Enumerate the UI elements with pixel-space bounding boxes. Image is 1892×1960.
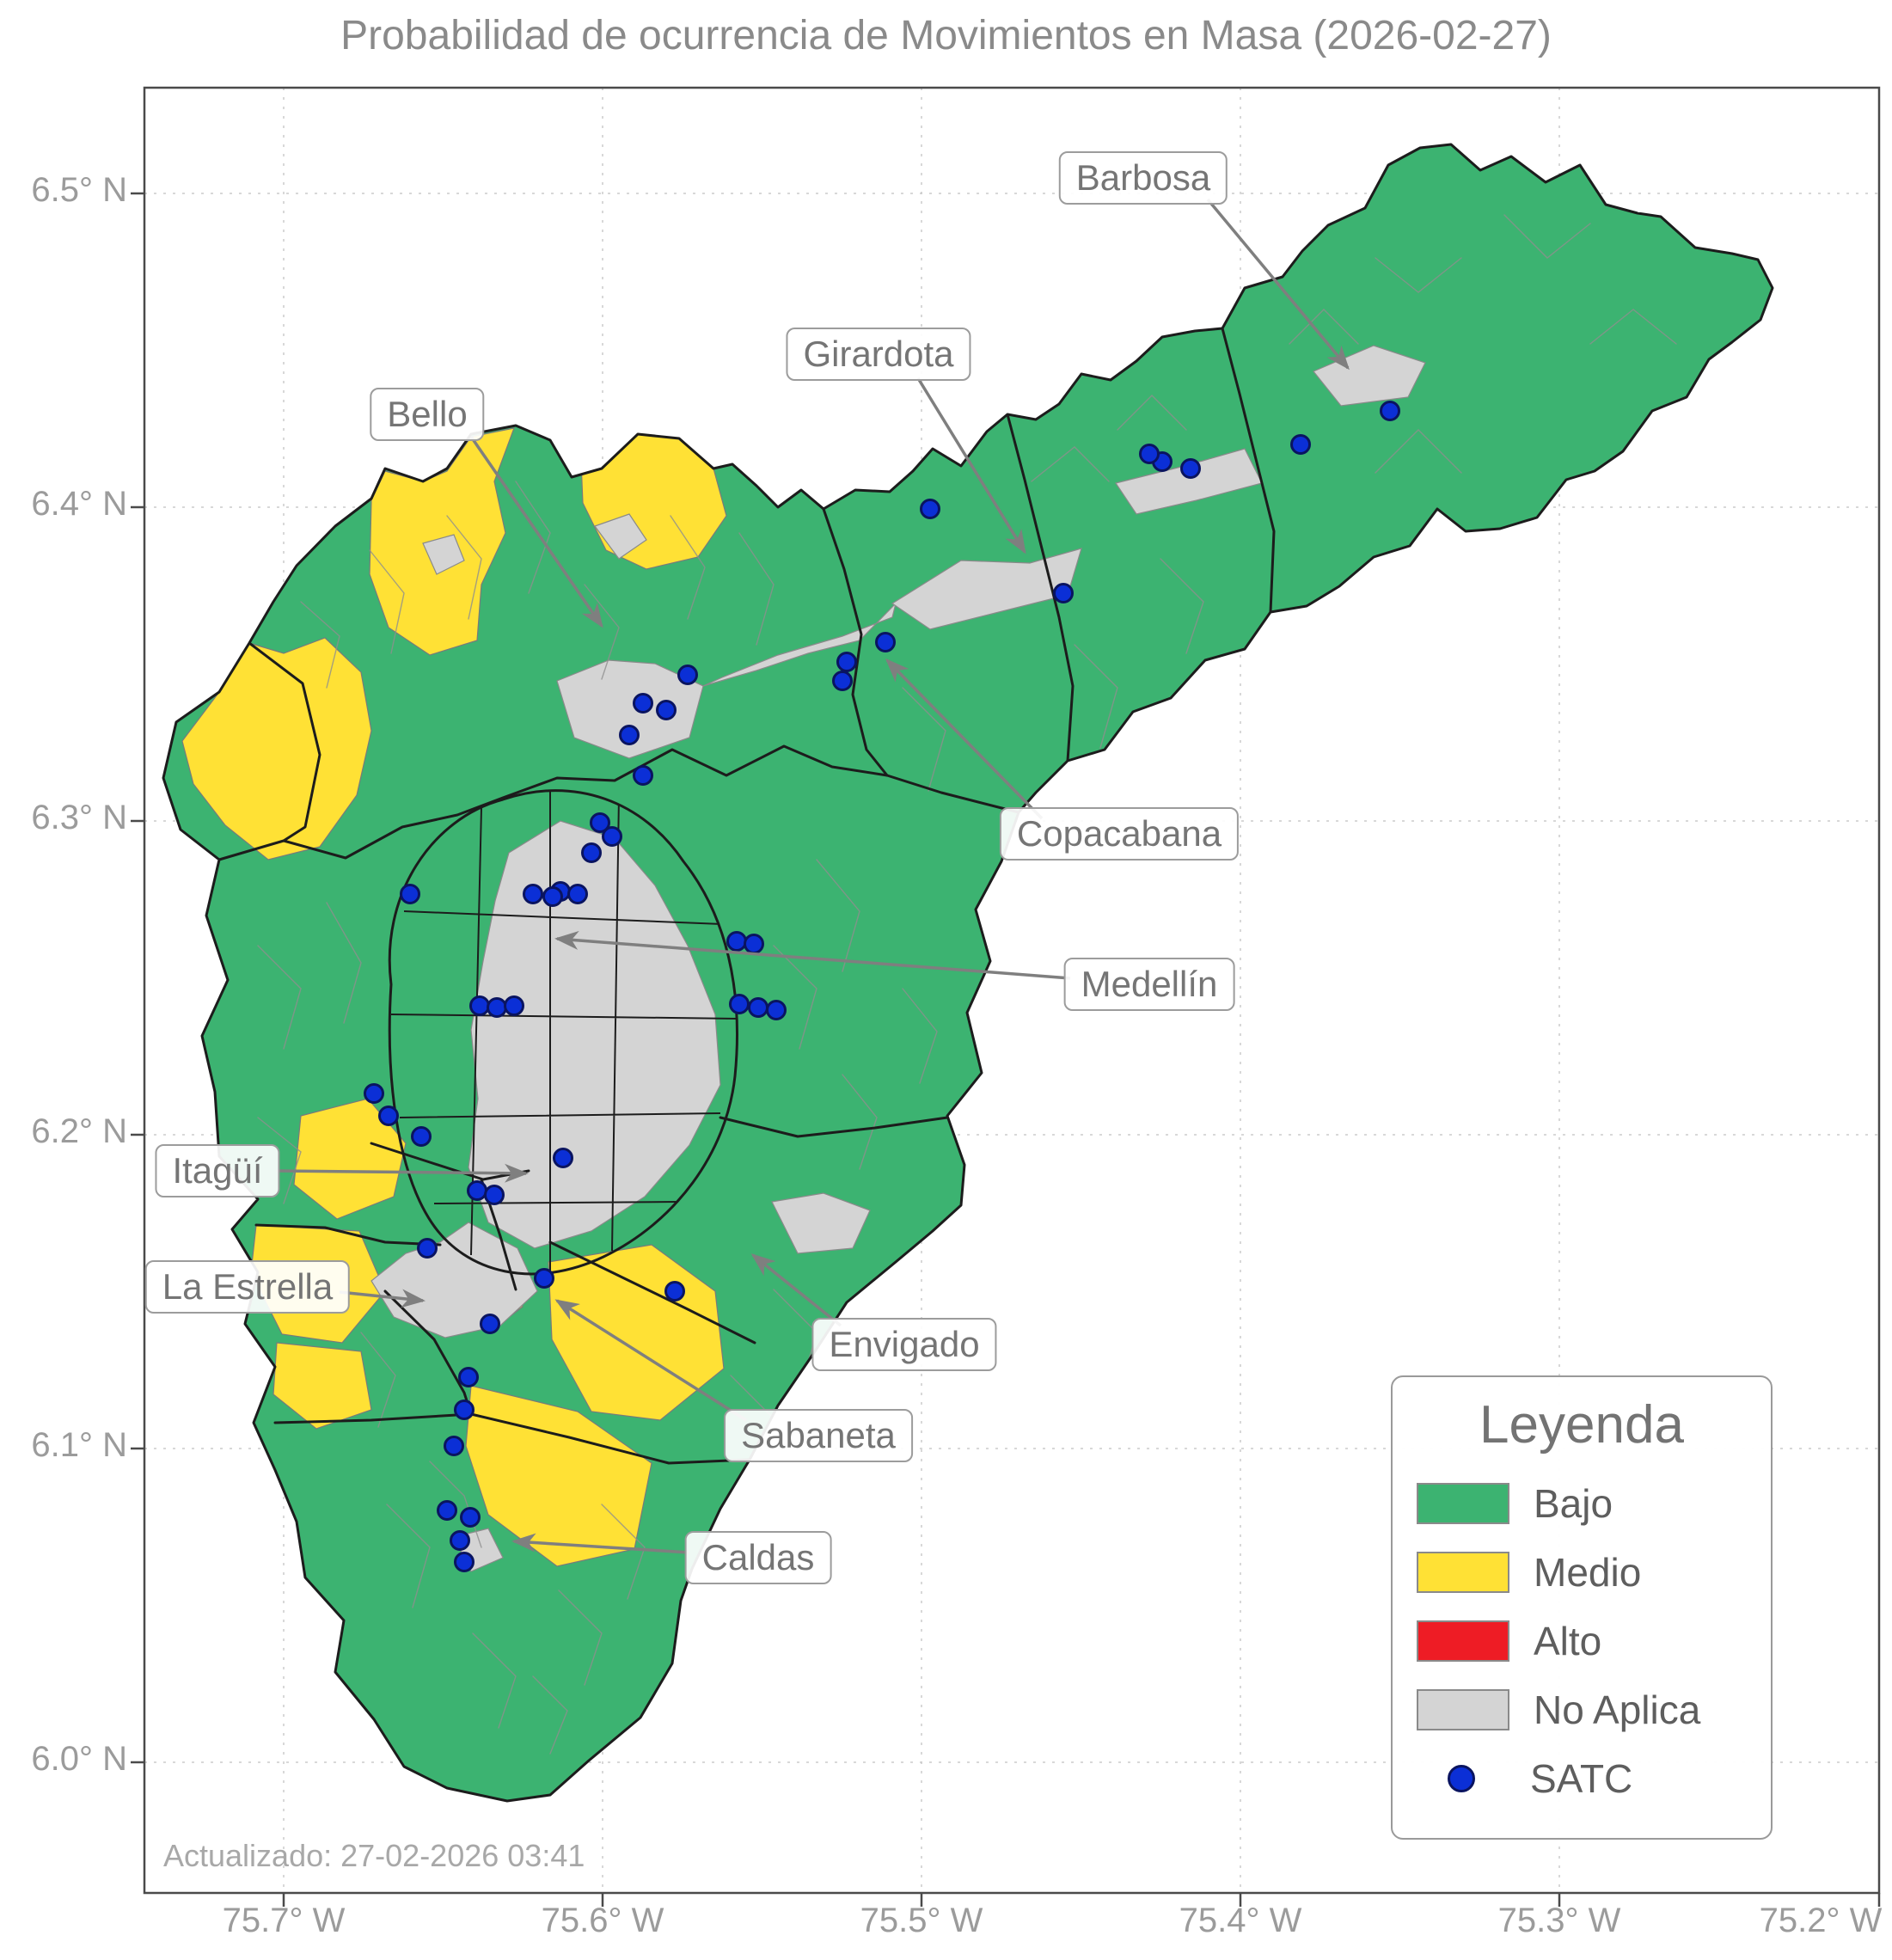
satc-station-dot [553, 1148, 573, 1168]
figure-title: Probabilidad de ocurrencia de Movimiento… [340, 13, 1552, 58]
satc-station-dot [920, 499, 940, 519]
annotation-arrow-girardota [916, 377, 1026, 554]
lon-tick-label: 75.5° W [860, 1902, 983, 1939]
satc-station-dot [633, 693, 653, 714]
satc-station-dot [567, 884, 588, 904]
satc-station-dot [726, 931, 747, 952]
satc-station-dot [832, 671, 853, 691]
legend-swatch-alto [1417, 1620, 1509, 1662]
legend-item-no-aplica: No Aplica [1417, 1675, 1747, 1744]
plot-border [143, 86, 1881, 1895]
annotation-arrow-bello [469, 436, 603, 628]
annotation-arrow-caldas [511, 1533, 690, 1554]
satc-station-dot [417, 1238, 438, 1259]
satc-station-dot [364, 1083, 384, 1104]
annotation-arrows [276, 198, 1350, 1554]
satc-station-dot [875, 632, 896, 652]
lon-tick-label: 75.2° W [1759, 1902, 1883, 1939]
satc-station-dot [766, 1000, 787, 1020]
region-patches-no-aplica [370, 345, 1426, 1572]
satc-station-dot [534, 1268, 554, 1289]
annotation-arrow-copacabana [885, 658, 1044, 820]
annotation-arrow-envigado [750, 1253, 842, 1327]
satc-station-dot [1180, 458, 1201, 479]
legend-swatch-medio [1417, 1552, 1509, 1593]
annotation-arrow-medellin [554, 930, 1071, 980]
satc-station-dot [458, 1367, 479, 1387]
region-outline [162, 143, 1774, 1803]
legend-item-satc: SATC [1417, 1744, 1747, 1813]
legend-item-bajo: Bajo [1417, 1469, 1747, 1538]
satc-station-dot [1139, 444, 1160, 464]
legend-item-medio: Medio [1417, 1538, 1747, 1607]
update-timestamp: Actualizado: 27-02-2026 03:41 [163, 1838, 585, 1873]
annotation-arrow-itagui [276, 1163, 529, 1183]
legend-swatch-no-aplica [1417, 1689, 1509, 1730]
legend-swatch-bajo [1417, 1483, 1509, 1524]
satc-station-dot [450, 1530, 470, 1551]
lat-tick-label: 6.1° N [31, 1426, 127, 1464]
satc-station-dot [444, 1436, 464, 1456]
satc-station-dot [487, 997, 507, 1018]
satc-station-dot [454, 1552, 475, 1572]
satc-station-dot [656, 700, 677, 720]
satc-station-dot [504, 995, 524, 1016]
annotation-arrow-barbosa [1206, 198, 1350, 371]
satc-station-dot [484, 1185, 505, 1205]
satc-station-dot [748, 997, 768, 1018]
annotation-arrow-sabaneta [554, 1299, 747, 1422]
lat-tick-label: 6.2° N [31, 1112, 127, 1150]
satc-station-dot [542, 886, 563, 907]
satc-station-dot [602, 826, 622, 847]
satc-station-dot [454, 1400, 475, 1420]
lon-tick-label: 75.4° W [1179, 1902, 1302, 1939]
satc-station-dot [400, 884, 420, 904]
satc-station-dot [437, 1500, 457, 1521]
satc-station-dot [469, 995, 490, 1016]
satc-station-dot [664, 1281, 685, 1302]
legend-satc-dot-icon [1448, 1765, 1475, 1792]
satc-station-dot [744, 934, 764, 954]
annotation-arrow-la-estrella [339, 1289, 426, 1308]
lon-tick-label: 75.3° W [1497, 1902, 1621, 1939]
legend-item-alto: Alto [1417, 1607, 1747, 1675]
satc-station-dot [523, 884, 543, 904]
satc-station-dot [677, 665, 698, 685]
lon-tick-label: 75.7° W [222, 1902, 346, 1939]
legend-title: Leyenda [1479, 1395, 1684, 1455]
satc-station-dot [633, 765, 653, 786]
lat-tick-label: 6.4° N [31, 485, 127, 523]
satc-station-dot [836, 652, 857, 672]
satc-station-dot [590, 812, 610, 833]
municipal-boundaries [217, 327, 1276, 1465]
lat-tick-label: 6.5° N [31, 171, 127, 209]
satc-dots-layer [364, 401, 1400, 1572]
satc-station-dot [1380, 401, 1400, 421]
satc-station-dot [467, 1180, 487, 1201]
satc-station-dot [480, 1314, 500, 1334]
axis-tick-marks [131, 192, 1881, 1907]
lat-tick-label: 6.0° N [31, 1740, 127, 1778]
satc-station-dot [581, 842, 602, 863]
satc-station-dot [411, 1126, 432, 1147]
comuna-boundaries [390, 790, 738, 1271]
satc-station-dot [1290, 434, 1311, 455]
legend: Leyenda Bajo Medio Alto No Aplica SATC [1391, 1375, 1773, 1840]
satc-station-dot [460, 1507, 481, 1528]
satc-station-dot [619, 725, 640, 745]
satc-station-dot [378, 1106, 399, 1126]
satc-station-dot [1053, 583, 1074, 603]
lon-tick-label: 75.6° W [541, 1902, 664, 1939]
lat-tick-label: 6.3° N [31, 799, 127, 836]
satc-station-dot [729, 994, 750, 1014]
